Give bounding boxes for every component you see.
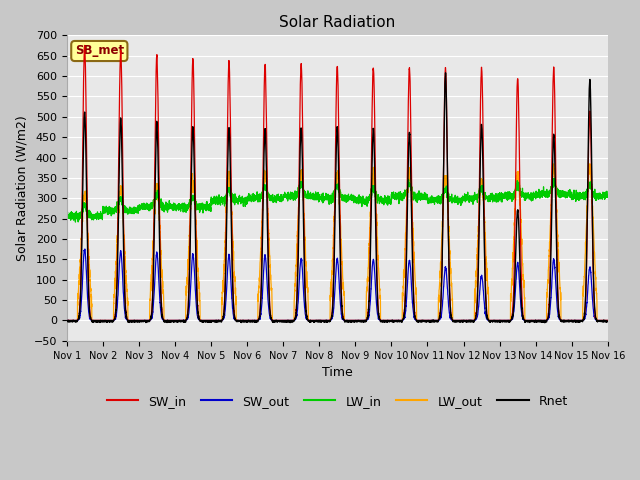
Y-axis label: Solar Radiation (W/m2): Solar Radiation (W/m2) [15,115,28,261]
X-axis label: Time: Time [322,366,353,379]
Legend: SW_in, SW_out, LW_in, LW_out, Rnet: SW_in, SW_out, LW_in, LW_out, Rnet [102,390,573,413]
Text: SB_met: SB_met [75,45,124,58]
Title: Solar Radiation: Solar Radiation [279,15,396,30]
